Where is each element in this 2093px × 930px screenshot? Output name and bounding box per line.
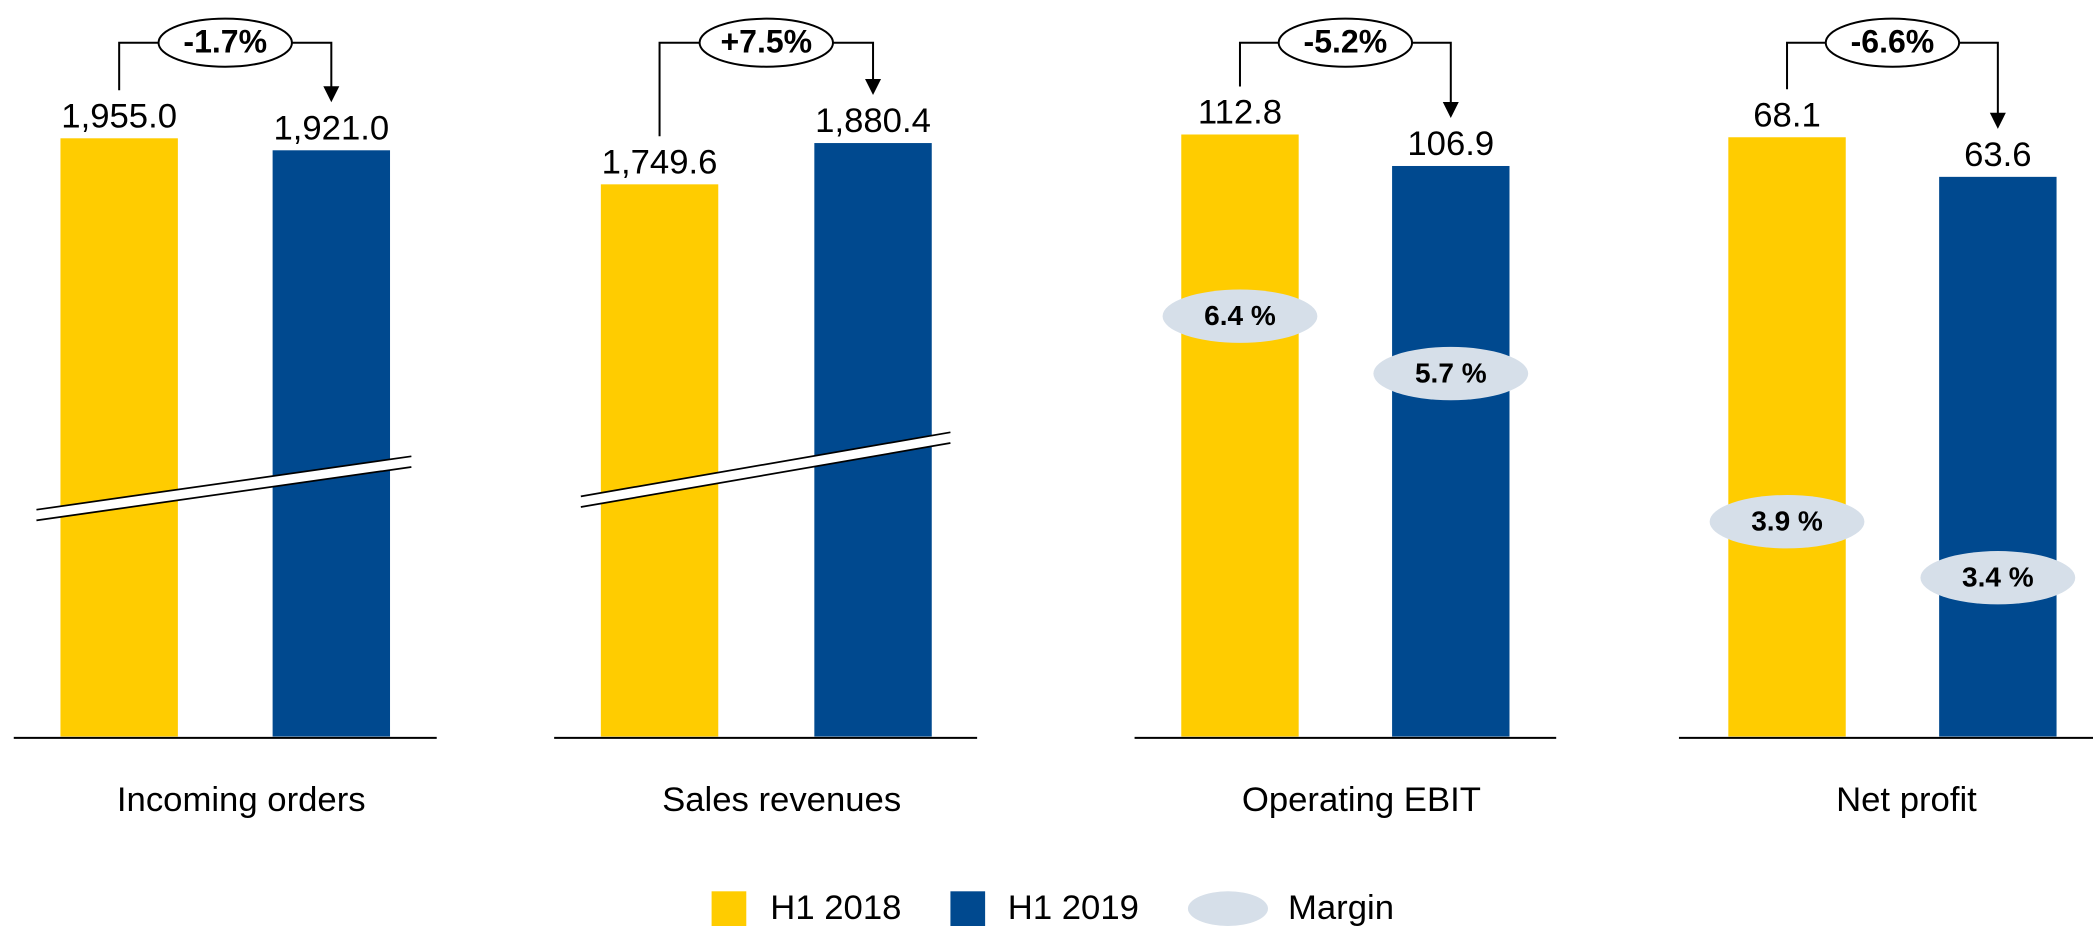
change-arrowhead: [1442, 101, 1459, 118]
change-label: -6.6%: [1851, 23, 1935, 59]
change-label: -5.2%: [1304, 23, 1388, 59]
change-bracket: [658, 41, 875, 137]
value-label: 1,955.0: [61, 97, 177, 135]
change-arrowhead: [865, 79, 882, 96]
axis-break-edge: [36, 466, 412, 522]
margin-badge: [1162, 289, 1318, 343]
change-badge: [1277, 17, 1414, 68]
axis-break: [36, 456, 412, 521]
bar: [600, 184, 719, 737]
chart-title: Net profit: [1836, 781, 1977, 819]
axis-break: [580, 432, 951, 508]
margin-label: 6.4 %: [1204, 300, 1276, 331]
margin-badge: [1373, 346, 1529, 401]
change-badge: [1824, 17, 1961, 68]
margin-badge: [1920, 551, 2076, 605]
margin-badge: [1709, 495, 1865, 549]
legend-swatch: [711, 891, 747, 926]
change-arrowhead: [323, 86, 340, 103]
change-label: +7.5%: [720, 23, 812, 59]
value-label: 63.6: [1964, 136, 2032, 174]
legend-label: H1 2018: [770, 889, 901, 927]
change-bracket: [1238, 41, 1452, 116]
change-bracket: [118, 41, 333, 100]
legend-swatch: [1187, 891, 1268, 926]
value-label: 68.1: [1753, 96, 1821, 134]
value-label: 112.8: [1198, 94, 1282, 132]
change-label: -1.7%: [183, 23, 267, 59]
legend-label: Margin: [1288, 889, 1394, 927]
value-label: 1,880.4: [815, 102, 931, 140]
bar: [272, 150, 391, 737]
value-label: 106.9: [1407, 125, 1494, 163]
axis-break-edge: [580, 431, 951, 498]
bar: [1728, 137, 1846, 737]
bar: [60, 138, 178, 737]
value-label: 1,749.6: [602, 143, 718, 181]
change-bracket: [1786, 41, 1999, 127]
bar: [1939, 176, 2057, 737]
bar: [1392, 165, 1510, 737]
margin-label: 3.9 %: [1751, 505, 1823, 536]
margin-label: 3.4 %: [1962, 561, 2034, 592]
change-badge: [698, 17, 835, 68]
bar: [1181, 134, 1299, 737]
axis-break-edge: [36, 455, 412, 511]
legend-label: H1 2019: [1008, 889, 1139, 927]
value-label: 1,921.0: [273, 109, 389, 147]
margin-label: 5.7 %: [1415, 357, 1487, 388]
change-badge: [157, 17, 293, 68]
chart-title: Incoming orders: [117, 781, 366, 819]
change-arrowhead: [1989, 112, 2006, 129]
axis-break-edge: [580, 442, 951, 508]
chart-title: Sales revenues: [662, 781, 901, 819]
legend-swatch: [950, 891, 986, 926]
chart-title: Operating EBIT: [1242, 781, 1481, 819]
